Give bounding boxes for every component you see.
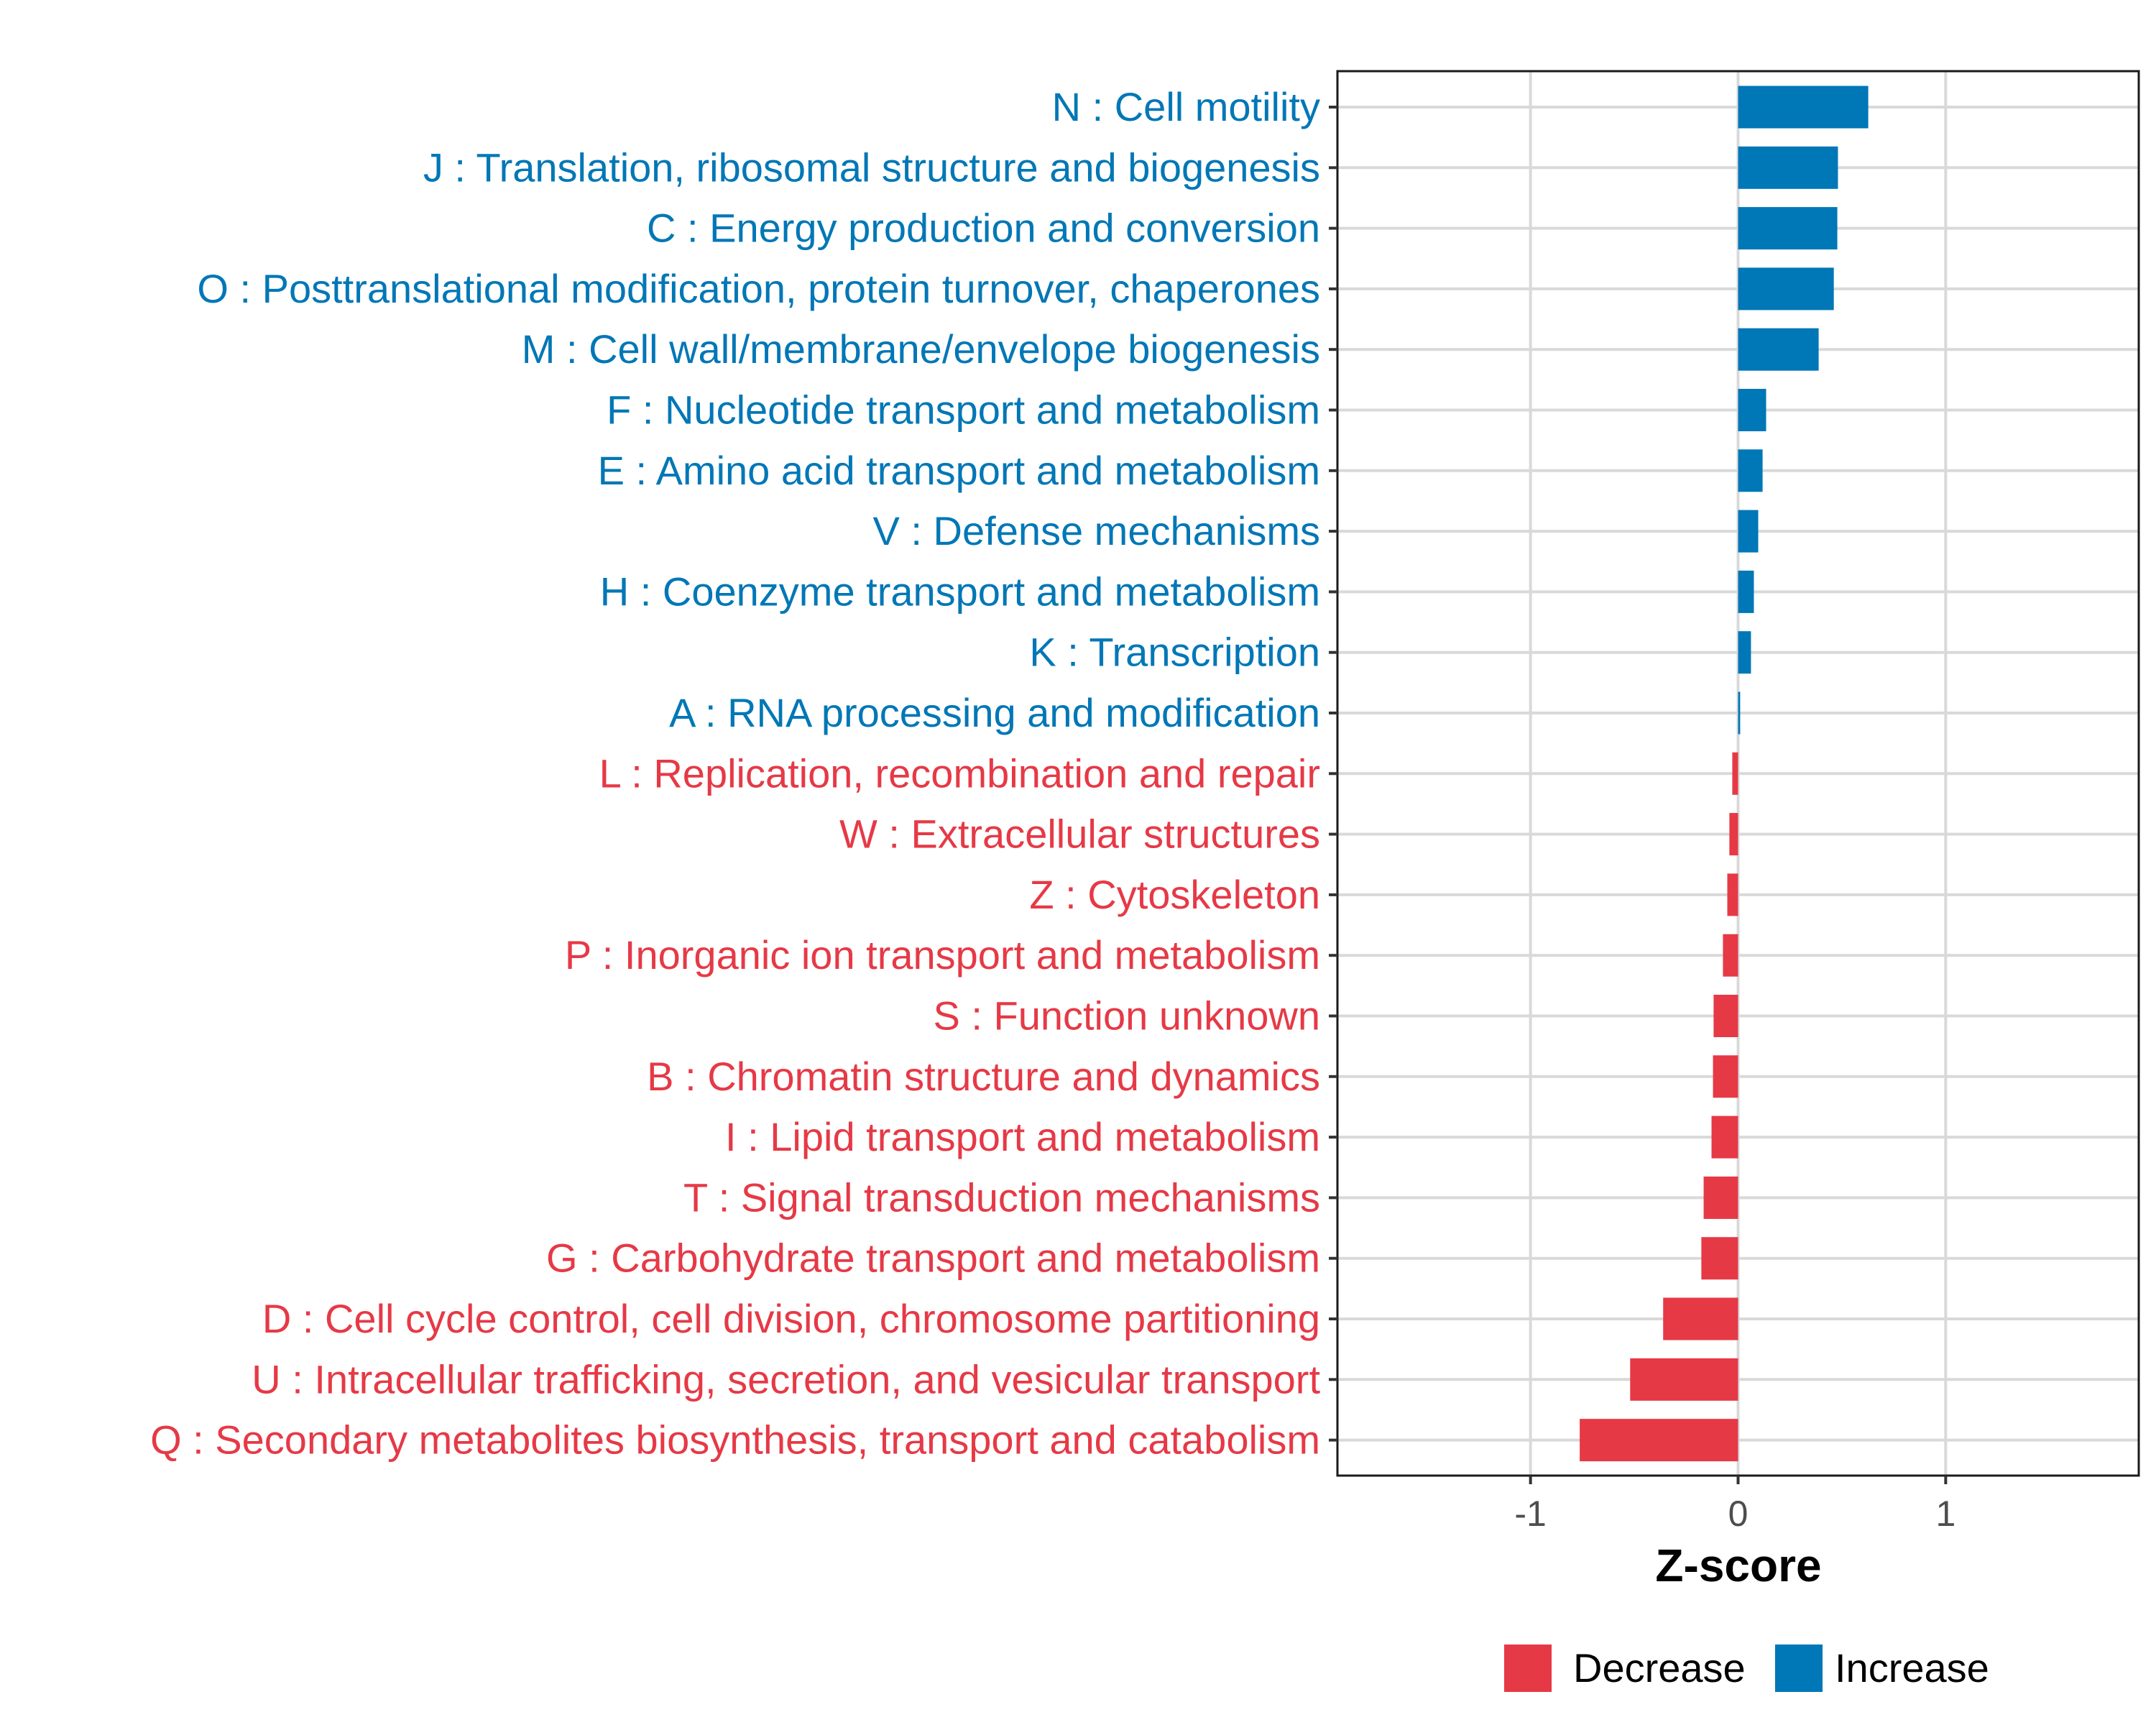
- y-tick-label: I : Lipid transport and metabolism: [725, 1114, 1320, 1159]
- y-tick-label: A : RNA processing and modification: [669, 690, 1320, 735]
- x-tick-label: 1: [1935, 1494, 1955, 1534]
- y-tick-label: B : Chromatin structure and dynamics: [647, 1054, 1320, 1099]
- y-tick-label: G : Carbohydrate transport and metabolis…: [546, 1236, 1320, 1281]
- bar: [1738, 146, 1838, 189]
- bar: [1738, 449, 1763, 492]
- x-axis-labels: -1 0 1: [1514, 1494, 1955, 1534]
- y-tick-label: J : Translation, ribosomal structure and…: [423, 144, 1320, 190]
- bar: [1738, 510, 1759, 553]
- bar: [1713, 1055, 1738, 1098]
- x-tick-label: 0: [1728, 1494, 1749, 1534]
- bar: [1738, 389, 1766, 431]
- legend-label: Increase: [1835, 1645, 1989, 1690]
- bar: [1738, 691, 1741, 735]
- bar: [1703, 1176, 1738, 1219]
- y-tick-label: V : Defense mechanisms: [873, 508, 1320, 553]
- bar: [1727, 873, 1738, 916]
- bar: [1723, 934, 1738, 977]
- bar: [1713, 995, 1738, 1037]
- y-tick-label: F : Nucleotide transport and metabolism: [607, 387, 1320, 433]
- bar: [1738, 631, 1751, 674]
- y-tick-label: M : Cell wall/membrane/envelope biogenes…: [522, 326, 1320, 372]
- y-tick-label: L : Replication, recombination and repai…: [599, 750, 1320, 796]
- y-tick-label: N : Cell motility: [1052, 84, 1320, 129]
- y-tick-label: H : Coenzyme transport and metabolism: [600, 569, 1320, 614]
- y-tick-label: P : Inorganic ion transport and metaboli…: [565, 932, 1320, 978]
- y-tick-label: T : Signal transduction mechanisms: [683, 1174, 1320, 1220]
- bar: [1732, 752, 1738, 795]
- y-tick-label: S : Function unknown: [933, 993, 1320, 1039]
- y-axis-labels: N : Cell motility J : Translation, riboso…: [150, 84, 1320, 1463]
- y-tick-label: O : Posttranslational modification, prot…: [197, 266, 1320, 311]
- y-tick-label: Z : Cytoskeleton: [1029, 872, 1320, 917]
- y-tick-label: U : Intracellular trafficking, secretion…: [252, 1356, 1320, 1402]
- y-tick-label: Q : Secondary metabolites biosynthesis, …: [150, 1417, 1320, 1463]
- y-tick-label: W : Extracellular structures: [839, 811, 1320, 857]
- legend-item-increase: Increase: [1775, 1644, 1989, 1692]
- legend-swatch: [1504, 1644, 1552, 1692]
- bar: [1711, 1116, 1738, 1159]
- y-tick-label: E : Amino acid transport and metabolism: [598, 448, 1320, 493]
- bar: [1630, 1358, 1738, 1401]
- legend-label: Decrease: [1573, 1645, 1746, 1690]
- bar: [1738, 207, 1838, 250]
- legend: Decrease Increase: [1504, 1644, 1989, 1692]
- legend-item-decrease: Decrease: [1504, 1644, 1746, 1692]
- y-tick-label: C : Energy production and conversion: [647, 206, 1320, 251]
- x-axis-title: Z-score: [1655, 1540, 1821, 1591]
- bar: [1701, 1237, 1738, 1280]
- bar: [1738, 86, 1869, 129]
- bar: [1738, 570, 1754, 613]
- y-axis-ticks: [1329, 106, 1337, 1442]
- bar: [1738, 328, 1819, 371]
- x-tick-label: -1: [1514, 1494, 1546, 1534]
- y-tick-label: D : Cell cycle control, cell division, c…: [262, 1296, 1320, 1341]
- y-tick-label: K : Transcription: [1029, 630, 1320, 675]
- bar: [1580, 1419, 1738, 1462]
- bar: [1663, 1297, 1738, 1340]
- legend-swatch: [1775, 1644, 1823, 1692]
- bar: [1729, 813, 1738, 856]
- x-axis-ticks: [1529, 1476, 1948, 1484]
- bars: [1580, 86, 1869, 1462]
- bar: [1738, 267, 1834, 310]
